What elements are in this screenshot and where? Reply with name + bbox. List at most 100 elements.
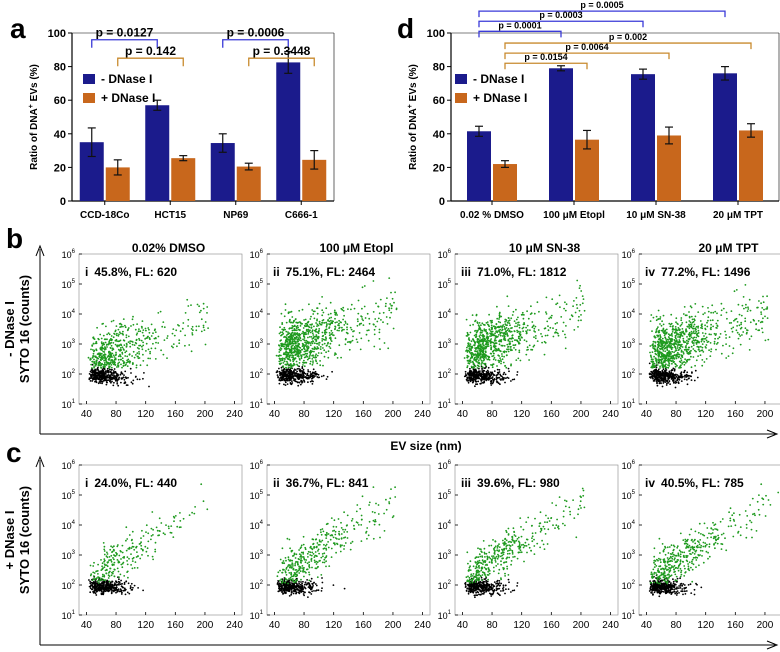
panel-title: 0.02% DMSO [132,241,205,255]
scatter-row-b: EV size (nm)- DNase I SYTO 16 (counts)0.0… [2,241,780,453]
point-positive [311,332,314,335]
point-positive [394,291,396,294]
point-positive [708,333,711,336]
point-positive [163,339,166,341]
point-positive [492,355,495,357]
point-positive [329,334,331,336]
point-positive [556,322,558,324]
point-negative [100,371,102,374]
point-positive [160,349,163,352]
y-tick-base: 10 [438,250,448,260]
point-positive [707,319,709,322]
point-positive [693,318,696,321]
point-positive [506,324,508,326]
point-positive [558,294,561,297]
point-positive [95,348,98,351]
point-negative [478,373,481,376]
point-positive [463,357,466,359]
point-positive [108,357,110,360]
point-negative [672,379,675,382]
point-negative [482,382,485,384]
point-positive [755,328,757,331]
y-tick-base: 10 [62,370,72,380]
point-positive [689,333,691,336]
point-positive [505,354,508,357]
point-positive [313,335,316,338]
point-negative [490,379,493,382]
point-positive [313,317,316,320]
point-negative [475,374,477,377]
point-positive [554,322,557,325]
point-positive [530,305,532,308]
point-positive [102,354,105,357]
point-negative [508,370,510,373]
point-positive [511,314,514,316]
point-positive [474,365,477,368]
point-positive [678,344,681,346]
point-positive [119,349,122,352]
point-positive [698,350,701,353]
point-positive [691,341,694,344]
point-positive [758,329,761,332]
point-positive [102,357,105,359]
point-positive [102,342,105,344]
point-positive [706,325,709,328]
point-positive [374,318,377,320]
point-positive [112,319,115,322]
y-tick-label: 104 [62,309,76,320]
point-positive [555,331,558,334]
point-positive [287,363,289,366]
y-tick-exp: 4 [72,309,76,315]
point-negative [296,368,299,370]
point-positive [504,339,507,342]
point-positive [99,347,102,350]
point-positive [187,318,190,321]
point-positive [152,342,154,345]
point-positive [763,308,765,311]
point-positive [491,321,493,324]
point-positive [94,364,97,367]
point-positive [290,327,293,330]
point-negative [113,375,116,378]
point-negative [467,381,470,384]
point-positive [366,312,369,315]
point-positive [118,340,121,342]
point-positive [172,346,174,349]
point-positive [283,347,286,350]
point-negative [125,384,128,386]
point-positive [709,319,712,322]
point-positive [111,356,113,358]
point-positive [202,302,205,305]
point-positive [103,353,106,355]
point-positive [329,312,332,315]
point-positive [515,308,517,311]
plot-frame [266,253,431,405]
point-positive [570,314,573,317]
y-axis-label-post: EVs (%) [408,64,419,104]
point-positive [362,324,365,326]
point-positive [720,309,723,312]
point-positive [543,340,546,343]
point-positive [295,353,298,356]
x-tick-label: C666-1 [285,210,318,221]
point-positive [319,364,322,367]
point-negative [672,375,674,378]
point-positive [306,355,309,358]
point-negative [109,368,111,371]
point-positive [346,323,349,326]
point-positive [466,359,469,362]
legend-swatch-minus [83,74,95,84]
point-positive [517,321,520,324]
point-positive [662,364,665,366]
point-positive [378,331,381,334]
point-negative [95,375,97,378]
point-positive [575,297,578,299]
point-positive [738,333,741,336]
point-positive [477,345,480,348]
y-tick-base: 10 [438,370,448,380]
point-negative [131,382,134,385]
y-tick-exp: 3 [72,339,76,345]
point-positive [682,352,685,355]
point-positive [467,333,470,336]
